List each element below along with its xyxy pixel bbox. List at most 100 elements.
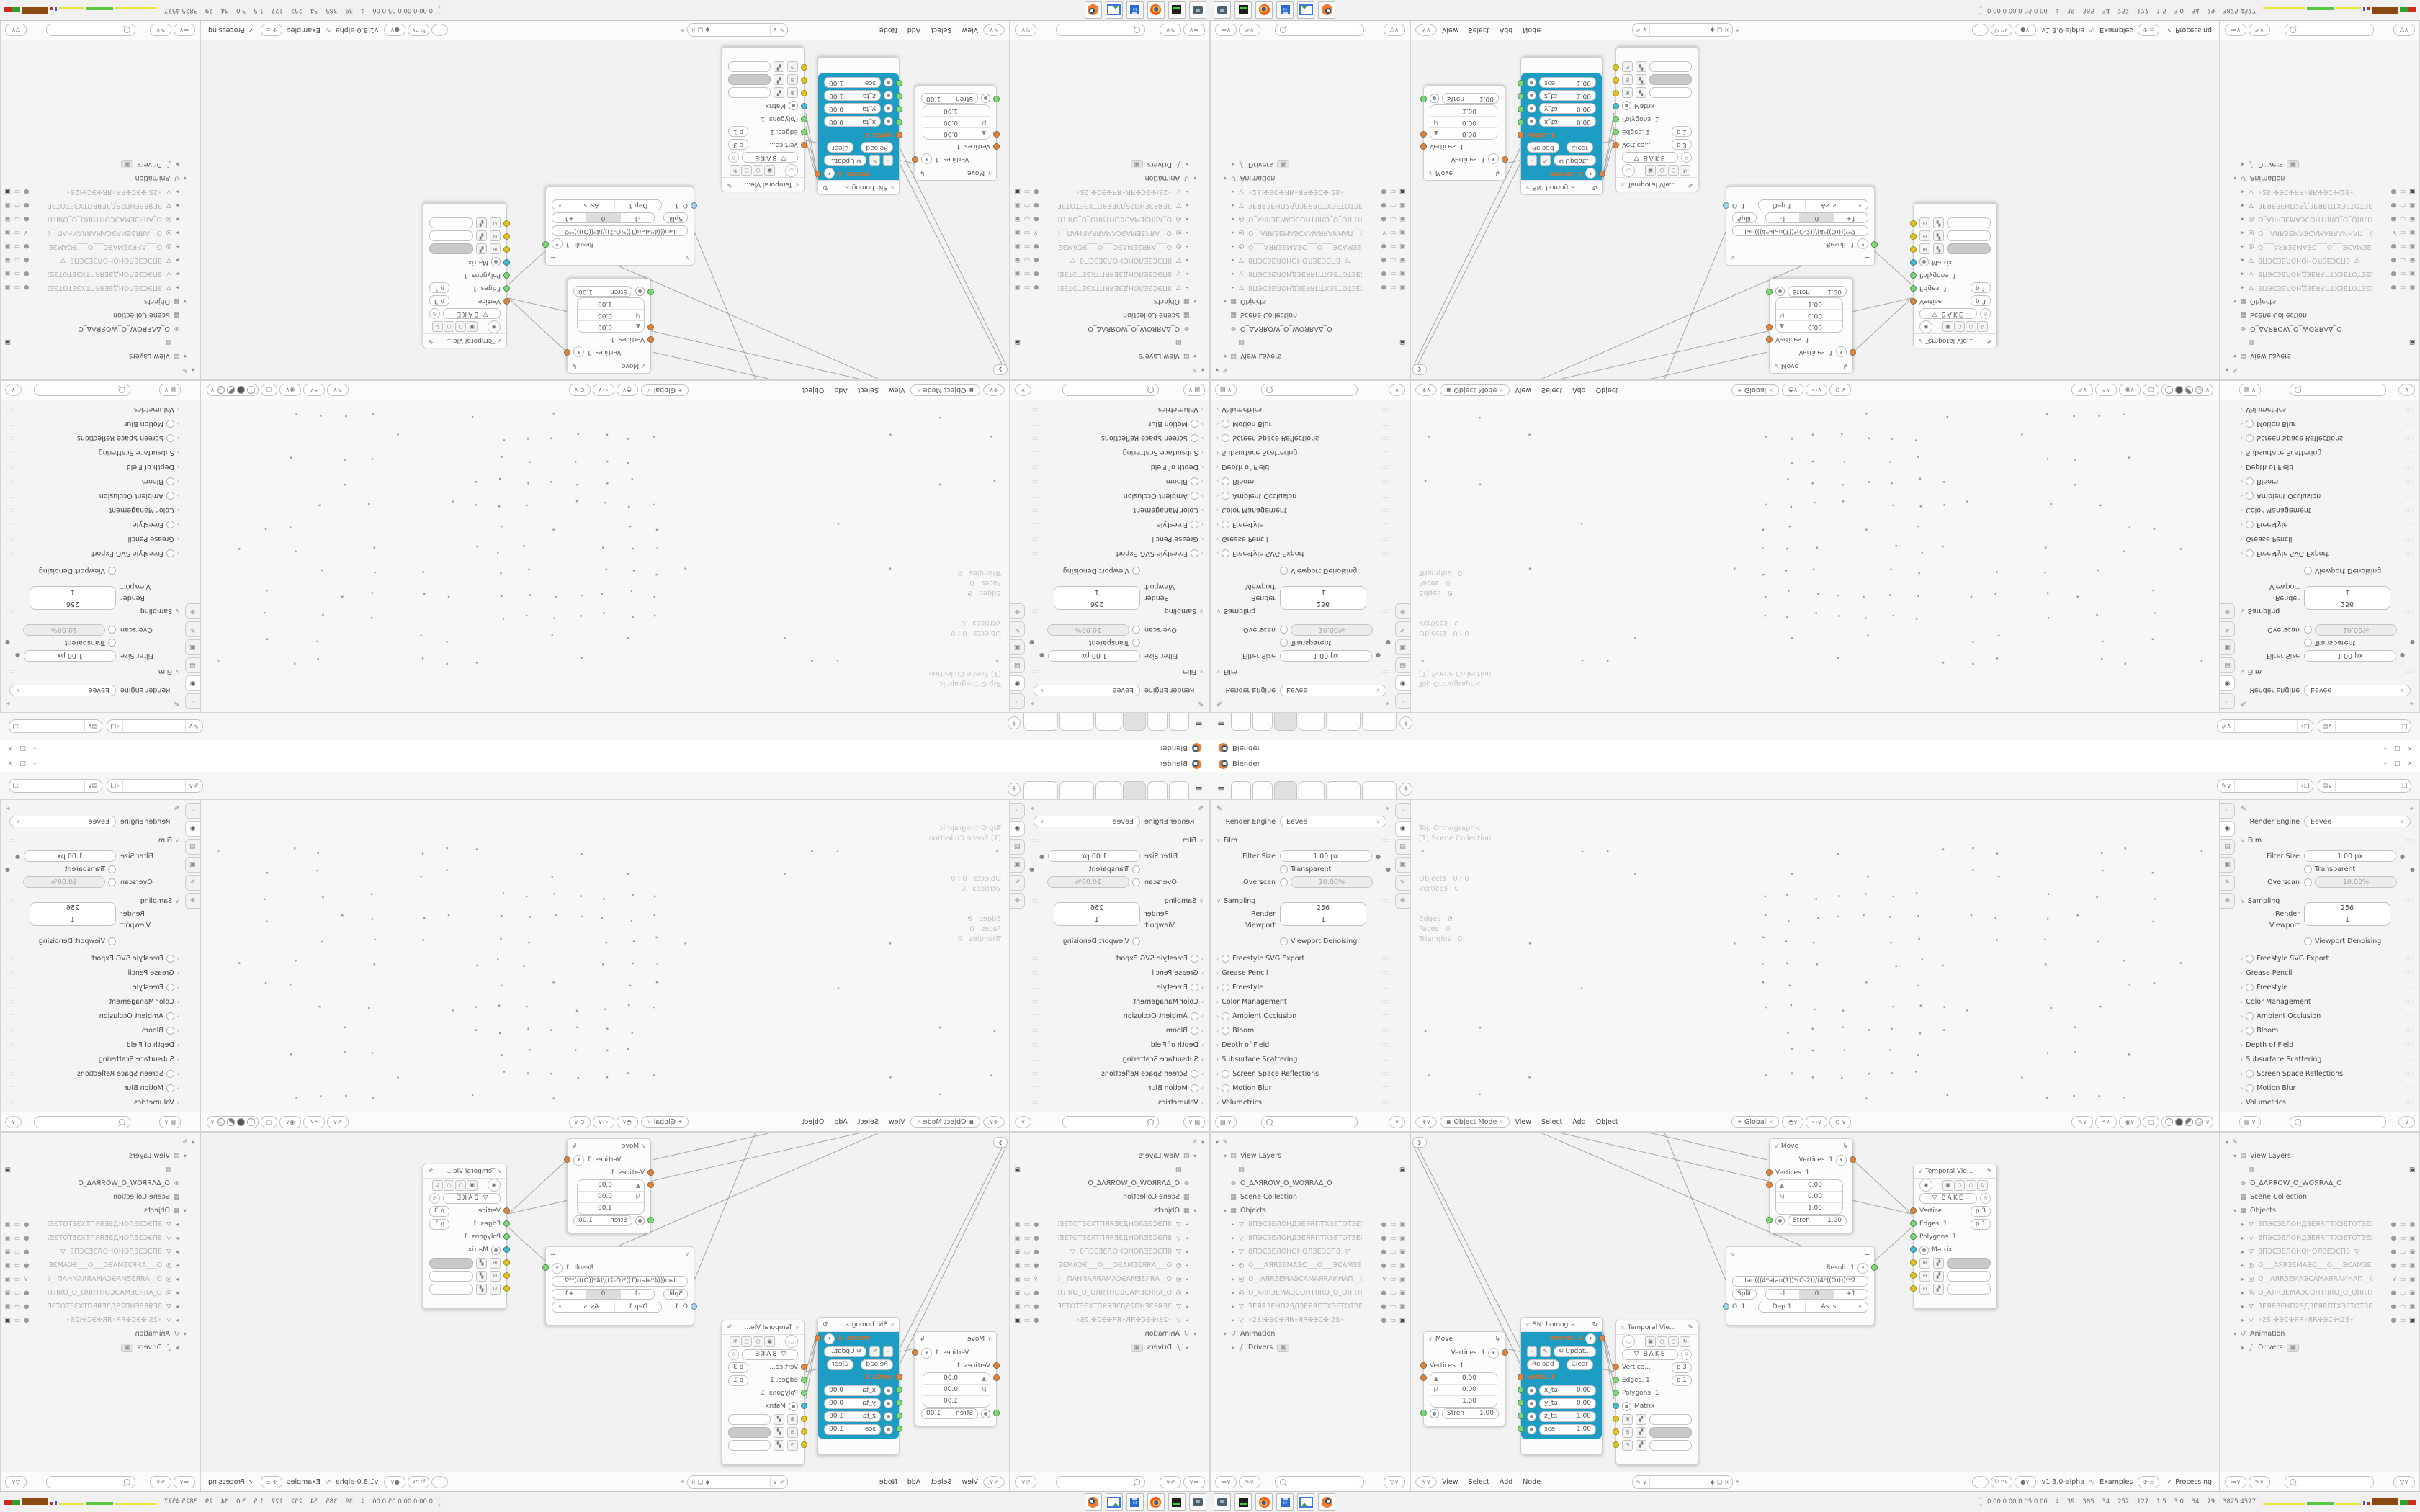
workspace-tab[interactable] — [1252, 781, 1273, 799]
disable-viewport-icon[interactable]: ▭ — [1024, 1289, 1031, 1297]
edges-count[interactable]: p 1 — [429, 1218, 450, 1230]
cursor-tool-button[interactable]: ⌖∨ — [302, 384, 325, 397]
section-checkbox[interactable] — [1190, 477, 1198, 486]
blender-app-icon[interactable] — [1318, 1, 1335, 19]
section-header[interactable]: Screen Space Reflections — [1232, 1069, 1319, 1078]
dropdown-button[interactable]: ▾ — [1857, 238, 1868, 250]
expand-arrow[interactable]: ▾ — [192, 366, 195, 373]
outliner-row[interactable]: O_ΔΛЯROW_O_WOЯRΛΔ_O — [2, 322, 197, 336]
socket-out-vertices[interactable] — [564, 349, 570, 356]
cube-icon[interactable]: ▣ — [1645, 1336, 1656, 1347]
curve-icon-button[interactable]: ⌁ — [882, 1346, 893, 1357]
edit-icon-button[interactable]: ✎ — [1540, 1346, 1551, 1357]
outliner-row[interactable]: ▾ Animation — [1012, 1327, 1206, 1341]
vector-value-box[interactable]: ▲ 0.00 M 0.00 1.00 — [1430, 1372, 1497, 1408]
refresh-icon[interactable]: ↻ — [730, 165, 740, 176]
outliner-row[interactable]: ▸ 8ПЭСЗЕЛОНДЗЕЯRПТХЗЕТОТЗЕХ ● ▭ ▣ — [2223, 1231, 2418, 1245]
disable-viewport-icon[interactable]: ▭ — [1024, 1302, 1031, 1310]
transparent-checkbox[interactable] — [1132, 865, 1140, 873]
object-menu[interactable]: Object — [802, 386, 825, 395]
dropdown-button[interactable]: ▾ — [573, 1154, 584, 1166]
socket-in[interactable] — [896, 119, 902, 125]
maximize-button[interactable]: □ — [19, 744, 27, 752]
section-header[interactable]: Depth of Field — [1222, 1040, 1270, 1049]
outliner-row[interactable]: ▾ — [2, 1135, 197, 1149]
section-header[interactable]: Freestyle SVG Export — [1115, 954, 1188, 963]
section-header[interactable]: Freestyle SVG Export — [91, 954, 163, 963]
hide-toggle-icon[interactable]: ● — [1034, 1289, 1039, 1297]
socket-in-polygons[interactable] — [503, 1233, 510, 1240]
preview-button[interactable]: ◉ — [488, 320, 501, 333]
viewport-denoising-checkbox[interactable] — [2304, 567, 2312, 575]
render-samples-field[interactable]: 256 — [2305, 903, 2390, 914]
section-header[interactable]: Grease Pencil — [2246, 535, 2293, 544]
cube-icon[interactable]: ▣ — [467, 321, 478, 333]
expand-arrow[interactable]: ▸ — [1231, 1262, 1234, 1269]
settings-group[interactable]: ✣ ▭ — [260, 1475, 282, 1488]
section-checkbox[interactable] — [1222, 434, 1230, 443]
hide-toggle-icon[interactable]: ● — [24, 256, 30, 264]
disable-viewport-icon[interactable]: ▭ — [2399, 202, 2406, 210]
vertices-count[interactable]: p 3 — [1671, 139, 1692, 150]
section-header[interactable]: Depth of Field — [126, 1040, 174, 1049]
outliner-row[interactable]: ▸ О___АЯRЗЕМАЭС___О___ЭСАМЗЕ ● ▭ ▣ — [1214, 240, 1408, 253]
disable-render-icon[interactable]: ▣ — [2408, 1248, 2415, 1256]
socket-out-verts[interactable] — [815, 1335, 821, 1341]
section-header[interactable]: Freestyle SVG Export — [91, 549, 163, 558]
display-mode-button[interactable]: ≔∨ — [1183, 1475, 1205, 1488]
update-button[interactable]: ↻ Updat... — [824, 155, 867, 166]
pin-icon[interactable]: ⌖ — [1735, 1477, 1740, 1486]
outliner-row[interactable]: ▸ ∘2S:✣ЭС✣ЯR∘ЯR✣ЭС✣:2S∘ ● ▭ ▣ — [1012, 1313, 1206, 1327]
disable-render-icon[interactable]: ▣ — [2408, 1275, 2415, 1283]
disable-render-icon[interactable]: ▣ — [1399, 1275, 1405, 1283]
sampling-section[interactable]: Sampling — [2247, 896, 2280, 905]
disable-render-icon[interactable]: ▣ — [2408, 1289, 2415, 1297]
section-header[interactable]: Ambient Occlusion — [1123, 1012, 1188, 1020]
refresh-icon[interactable]: ↻ — [432, 321, 443, 333]
disable-viewport-icon[interactable]: ▭ — [1389, 1316, 1396, 1324]
outliner-row[interactable]: ▸ ЗЕЯRЗЕНП2SДЗЕЯRПТХЗЕТОТЗЕ) ● ▭ ▣ — [1214, 1300, 1408, 1313]
pin-icon[interactable]: ⌖ — [2409, 804, 2414, 813]
reset-button[interactable]: ◎ — [728, 152, 739, 163]
vertices-count[interactable]: p 3 — [728, 139, 749, 150]
attr-field[interactable] — [1649, 1426, 1692, 1438]
pin-icon[interactable]: ⌖ — [1385, 699, 1389, 708]
select-menu[interactable]: Select — [931, 26, 952, 35]
outliner-row[interactable]: ▸ О___АЯRЗЕМАЭС___О___ЭСАМЗЕ ● ▭ ▣ — [2223, 240, 2418, 253]
annotate-tool-button[interactable]: ✎∨ — [326, 384, 349, 397]
disable-render-icon[interactable]: ▣ — [1015, 1316, 1021, 1324]
hide-toggle-icon[interactable]: ● — [1381, 188, 1386, 196]
disable-render-icon[interactable]: ▣ — [2408, 202, 2415, 210]
disable-viewport-icon[interactable]: ▭ — [1389, 202, 1396, 210]
section-header[interactable]: Grease Pencil — [1222, 535, 1268, 544]
film-section[interactable]: Film — [2247, 667, 2262, 676]
disable-render-icon[interactable]: ▣ — [2408, 243, 2415, 251]
viewport-denoising-checkbox[interactable] — [2304, 937, 2312, 945]
transparent-checkbox[interactable] — [1280, 865, 1288, 873]
expand-arrow[interactable]: ▸ — [1231, 284, 1234, 291]
view-menu[interactable]: View — [1515, 1117, 1531, 1126]
preview-button[interactable]: ◡ — [1622, 164, 1635, 177]
disable-render-icon[interactable]: ▣ — [1015, 1261, 1021, 1269]
editor-type-button[interactable]: ▤ ∨ — [2239, 1115, 2261, 1128]
add-workspace-button[interactable]: + — [1399, 783, 1412, 796]
mode-dropdown[interactable]: ▪ Object Mode ∨ — [910, 1116, 980, 1128]
add-workspace-button[interactable]: + — [1008, 716, 1021, 729]
outliner-row[interactable]: ▾ Objects — [1214, 294, 1408, 308]
expand-arrow[interactable]: ▸ — [1231, 1276, 1234, 1282]
settings-group[interactable]: ✣ ▭ — [2138, 24, 2160, 37]
clipped-node[interactable]: › — [1412, 1135, 1428, 1149]
overscan-field[interactable]: 10.00% — [23, 624, 105, 636]
section-checkbox[interactable] — [1222, 1026, 1230, 1035]
reset-button[interactable]: ◎ — [1681, 1349, 1692, 1360]
wireframe-shading-icon[interactable] — [246, 1117, 255, 1126]
editor-type-button[interactable]: ∿∨ — [983, 1475, 1005, 1488]
search-input[interactable] — [1056, 24, 1145, 37]
hide-toggle-icon[interactable]: ● — [1034, 1248, 1039, 1256]
pin-icon[interactable]: ⌖ — [1031, 699, 1035, 708]
parent-toggle[interactable] — [1971, 1475, 1989, 1488]
outliner-row[interactable]: O_ΔΛЯROW_O_WOЯRΛΔ_O — [2, 1176, 197, 1190]
output-tab-icon[interactable]: ▤ — [185, 657, 200, 673]
hide-toggle-icon[interactable]: ● — [2390, 1248, 2396, 1256]
